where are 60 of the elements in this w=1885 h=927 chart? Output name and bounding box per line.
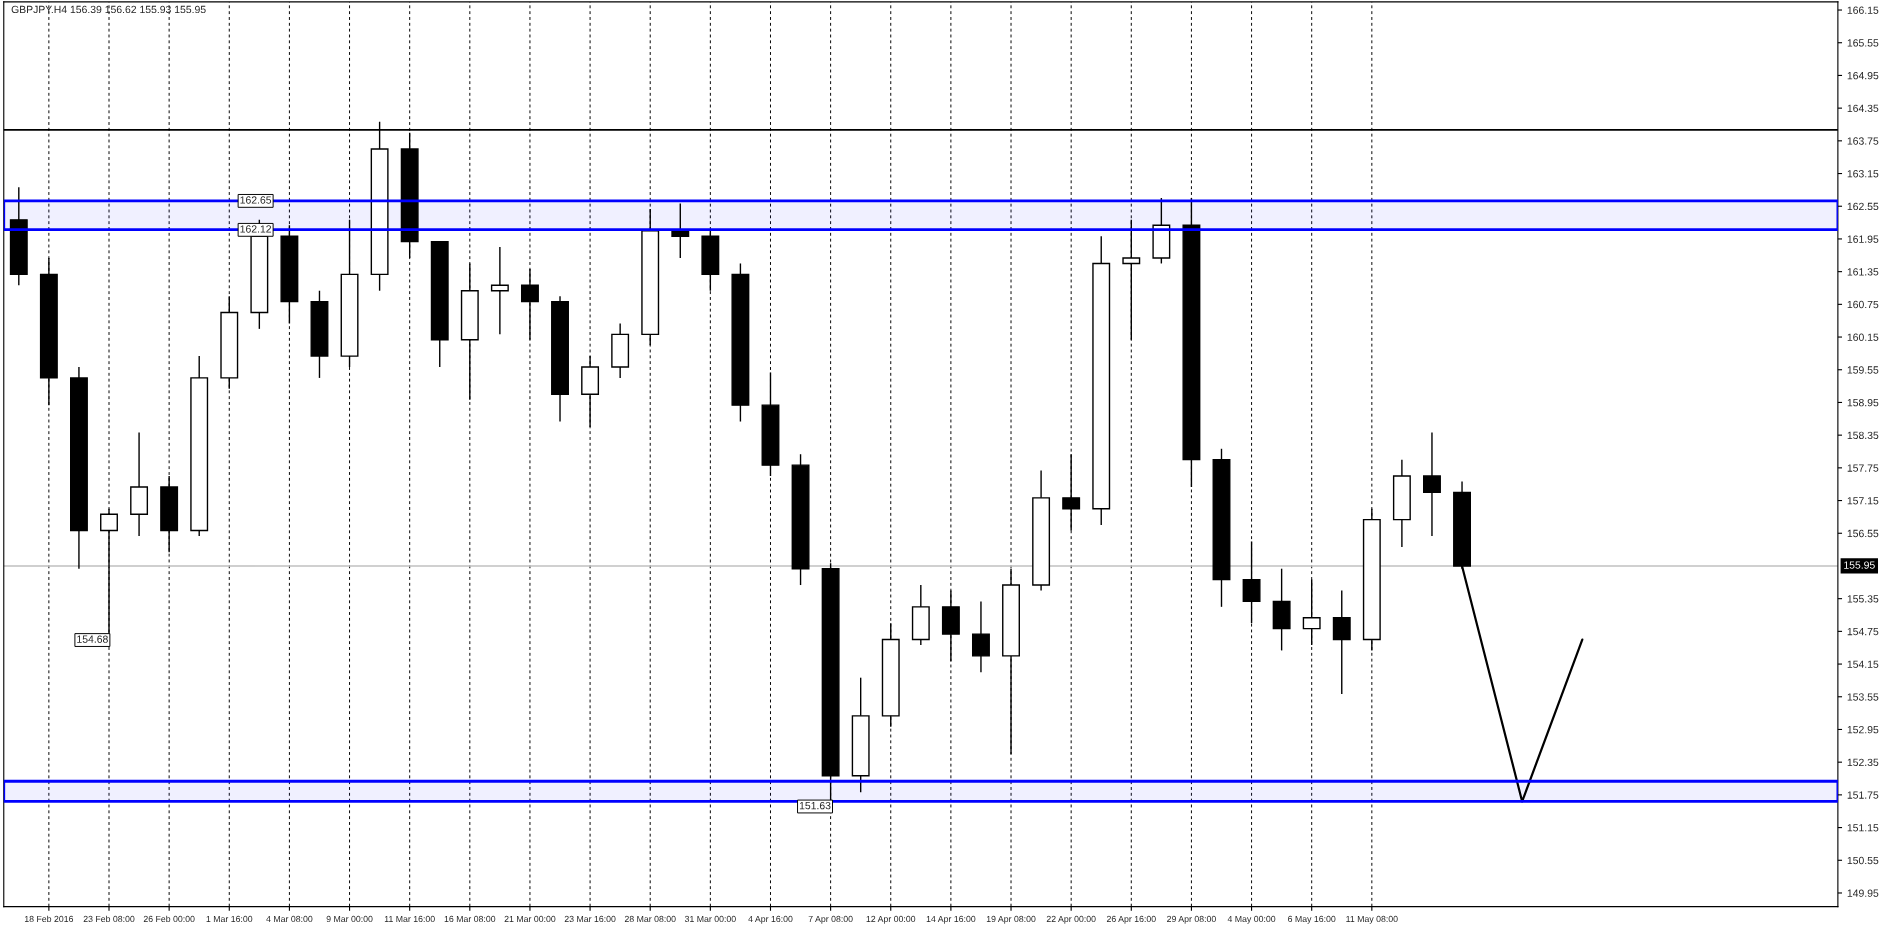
- y-tick-label: 163.75: [1847, 137, 1879, 145]
- annotation: 162.65: [240, 196, 272, 204]
- y-tick-label: 160.75: [1847, 300, 1879, 309]
- y-tick-label: 157.15: [1847, 497, 1879, 505]
- y-tick-label: 157.75: [1847, 464, 1879, 472]
- x-tick-label: 6 May 16:00: [1288, 915, 1336, 924]
- x-tick-label: 11 May 08:00: [1346, 915, 1398, 924]
- candlestick: [1423, 431, 1441, 537]
- x-tick-label: 9 Mar 00:00: [326, 915, 373, 923]
- y-tick-label: 161.95: [1847, 235, 1879, 243]
- y-tick-label: 151.75: [1847, 791, 1879, 799]
- annotation: 151.63: [799, 801, 831, 810]
- y-tick-label: 166.15: [1847, 6, 1879, 14]
- y-tick-label: 154.75: [1847, 627, 1879, 636]
- y-tick-label: 152.35: [1847, 758, 1879, 767]
- y-tick-label: 160.15: [1847, 333, 1879, 341]
- y-tick-label: 150.55: [1847, 856, 1879, 865]
- x-tick-label: 22 Apr 00:00: [1046, 915, 1096, 924]
- y-tick-label: 155.35: [1847, 595, 1879, 603]
- x-tick-label: 4 Mar 08:00: [266, 915, 313, 923]
- x-tick-label: 28 Mar 08:00: [624, 915, 676, 923]
- x-tick-label: 26 Apr 16:00: [1106, 915, 1156, 924]
- x-tick-label: 14 Apr 16:00: [926, 915, 976, 924]
- x-tick-label: 12 Apr 00:00: [866, 915, 916, 924]
- x-tick-label: 21 Mar 00:00: [504, 915, 556, 923]
- x-tick-label: 1 Mar 16:00: [206, 915, 253, 923]
- y-tick-label: 164.35: [1847, 104, 1879, 113]
- x-tick-label: 23 Mar 16:00: [564, 915, 616, 923]
- x-tick-label: 19 Apr 08:00: [986, 915, 1036, 924]
- candlestick: [971, 600, 990, 673]
- y-tick-label: 154.15: [1847, 660, 1879, 668]
- x-tick-label: 31 Mar 00:00: [684, 915, 736, 923]
- y-tick-label: 165.55: [1847, 39, 1879, 47]
- x-tick-label: 26 Feb 00:00: [143, 915, 195, 923]
- y-tick-label: 163.15: [1847, 170, 1879, 178]
- x-tick-label: 4 May 00:00: [1227, 915, 1276, 924]
- candlestick: [1122, 219, 1141, 341]
- chart-title: GBPJPY.H4 156.39 156.62 155.93 155.95: [11, 5, 206, 14]
- y-tick-label: 162.55: [1847, 202, 1879, 211]
- y-tick-label: 152.95: [1847, 725, 1879, 734]
- y-tick-label: 151.15: [1847, 824, 1879, 832]
- y-tick-label: 159.55: [1847, 366, 1879, 374]
- y-tick-label: 164.95: [1847, 71, 1879, 80]
- y-tick-label: 156.55: [1847, 529, 1879, 538]
- x-tick-label: 7 Apr 08:00: [808, 915, 853, 924]
- x-tick-label: 11 Mar 16:00: [384, 915, 435, 923]
- x-tick-label: 23 Feb 08:00: [83, 915, 135, 923]
- annotation: 154.68: [77, 635, 108, 643]
- annotation: 162.12: [240, 225, 272, 233]
- x-tick-label: 29 Apr 08:00: [1167, 915, 1216, 924]
- y-tick-label: 161.35: [1847, 268, 1879, 276]
- x-tick-label: 4 Apr 16:00: [748, 915, 793, 924]
- candlestick: [1332, 589, 1351, 695]
- ref-line-label: 155.95: [1844, 561, 1875, 569]
- y-tick-label: 158.95: [1847, 398, 1879, 407]
- y-tick-label: 158.35: [1847, 431, 1879, 440]
- x-tick-label: 18 Feb 2016: [24, 915, 74, 923]
- y-tick-label: 149.95: [1847, 889, 1879, 897]
- y-tick-label: 153.55: [1847, 693, 1879, 701]
- x-tick-label: 16 Mar 08:00: [444, 915, 496, 923]
